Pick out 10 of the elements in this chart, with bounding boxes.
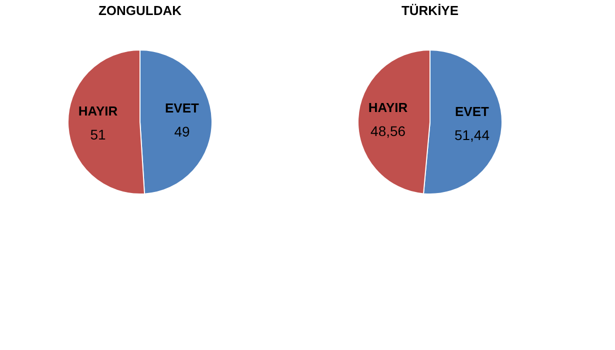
data-label: 51,44 <box>454 126 490 143</box>
slice-label: HAYIR <box>78 103 118 118</box>
data-label: 48,56 <box>370 123 406 140</box>
slice-label: EVET <box>454 104 489 119</box>
chart-title: TÜRKİYE <box>401 3 459 18</box>
chart-title: ZONGULDAK <box>98 3 182 18</box>
slice-label: EVET <box>164 100 200 116</box>
data-label: 49 <box>174 124 190 140</box>
data-label: 51 <box>90 126 106 142</box>
slice-label: HAYIR <box>368 100 408 116</box>
